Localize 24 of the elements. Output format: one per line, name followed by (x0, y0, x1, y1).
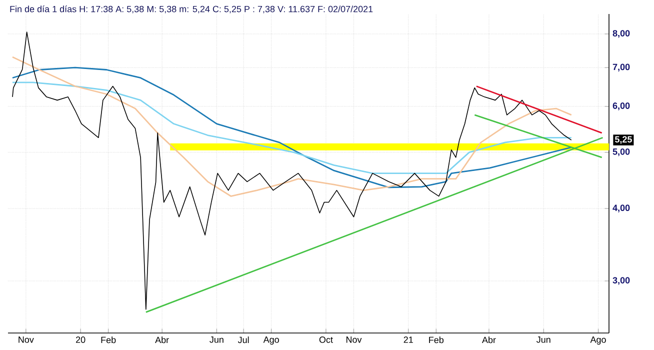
y-tick-label: 7,00 (612, 64, 630, 72)
x-tick-label: Abr (155, 336, 169, 344)
y-tick-label: 6,00 (612, 102, 630, 110)
x-tick-label: Feb (101, 336, 116, 344)
y-tick-label: 4,00 (612, 204, 630, 212)
x-tick-label: 20 (76, 336, 86, 343)
x-tick-label: Ago (263, 336, 279, 345)
x-tick-label: 21 (404, 336, 413, 343)
text: 5,25 (614, 136, 632, 144)
line-series (12, 82, 572, 174)
line-series (12, 32, 572, 310)
x-tick-label: Jun (210, 336, 224, 343)
x-tick-label: Nov (18, 336, 34, 343)
x-tick-label: Nov (346, 336, 362, 343)
x-tick-label: Jul (238, 336, 249, 344)
x-tick-label: Jun (536, 336, 550, 343)
x-tick-label: Abr (482, 336, 496, 344)
chart-title: Fin de día 1 días H: 17:38 A: 5,38 M: 5,38 m: 5,24 C: 5,25 P : 7,38 V: 11.637 F: 02/07/2021 (10, 6, 373, 14)
y-tick-label: 5,00 (612, 148, 630, 156)
y-tick-label: 3,00 (612, 277, 630, 285)
x-tick-label: Feb (429, 336, 444, 344)
y-tick-label: 8,00 (612, 30, 630, 38)
x-tick-label: Ago (590, 336, 606, 345)
x-tick-label: Oct (319, 336, 333, 343)
